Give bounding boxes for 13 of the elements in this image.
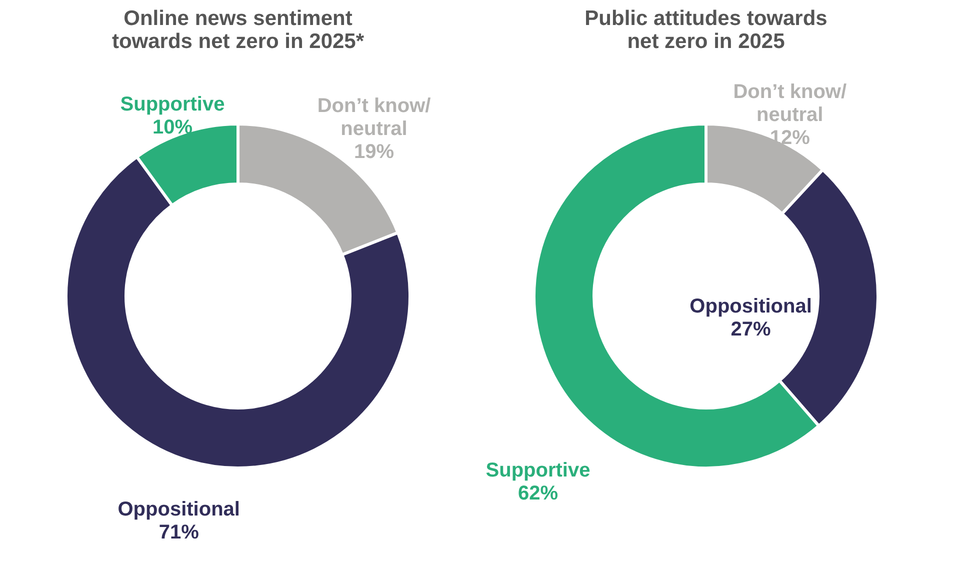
chart-title: Public attitudes towards net zero in 2025 [584, 7, 828, 53]
slice-label: Supportive [120, 93, 225, 116]
slice-label: Supportive [486, 459, 590, 482]
slice-label: Don’t know/neutral [317, 94, 432, 140]
slice-label: Don’t know/neutral [733, 80, 847, 126]
slice-label: Oppositional [690, 296, 812, 318]
chart-title: Online news sentiment towards net zero in 2025* [112, 7, 365, 53]
data-label: 27% [730, 318, 772, 341]
slice-label: Oppositional [118, 498, 240, 521]
data-label: 62% [518, 482, 558, 504]
data-label: 71% [158, 522, 200, 544]
data-label: 19% [354, 140, 394, 163]
data-label: 10% [152, 116, 193, 138]
